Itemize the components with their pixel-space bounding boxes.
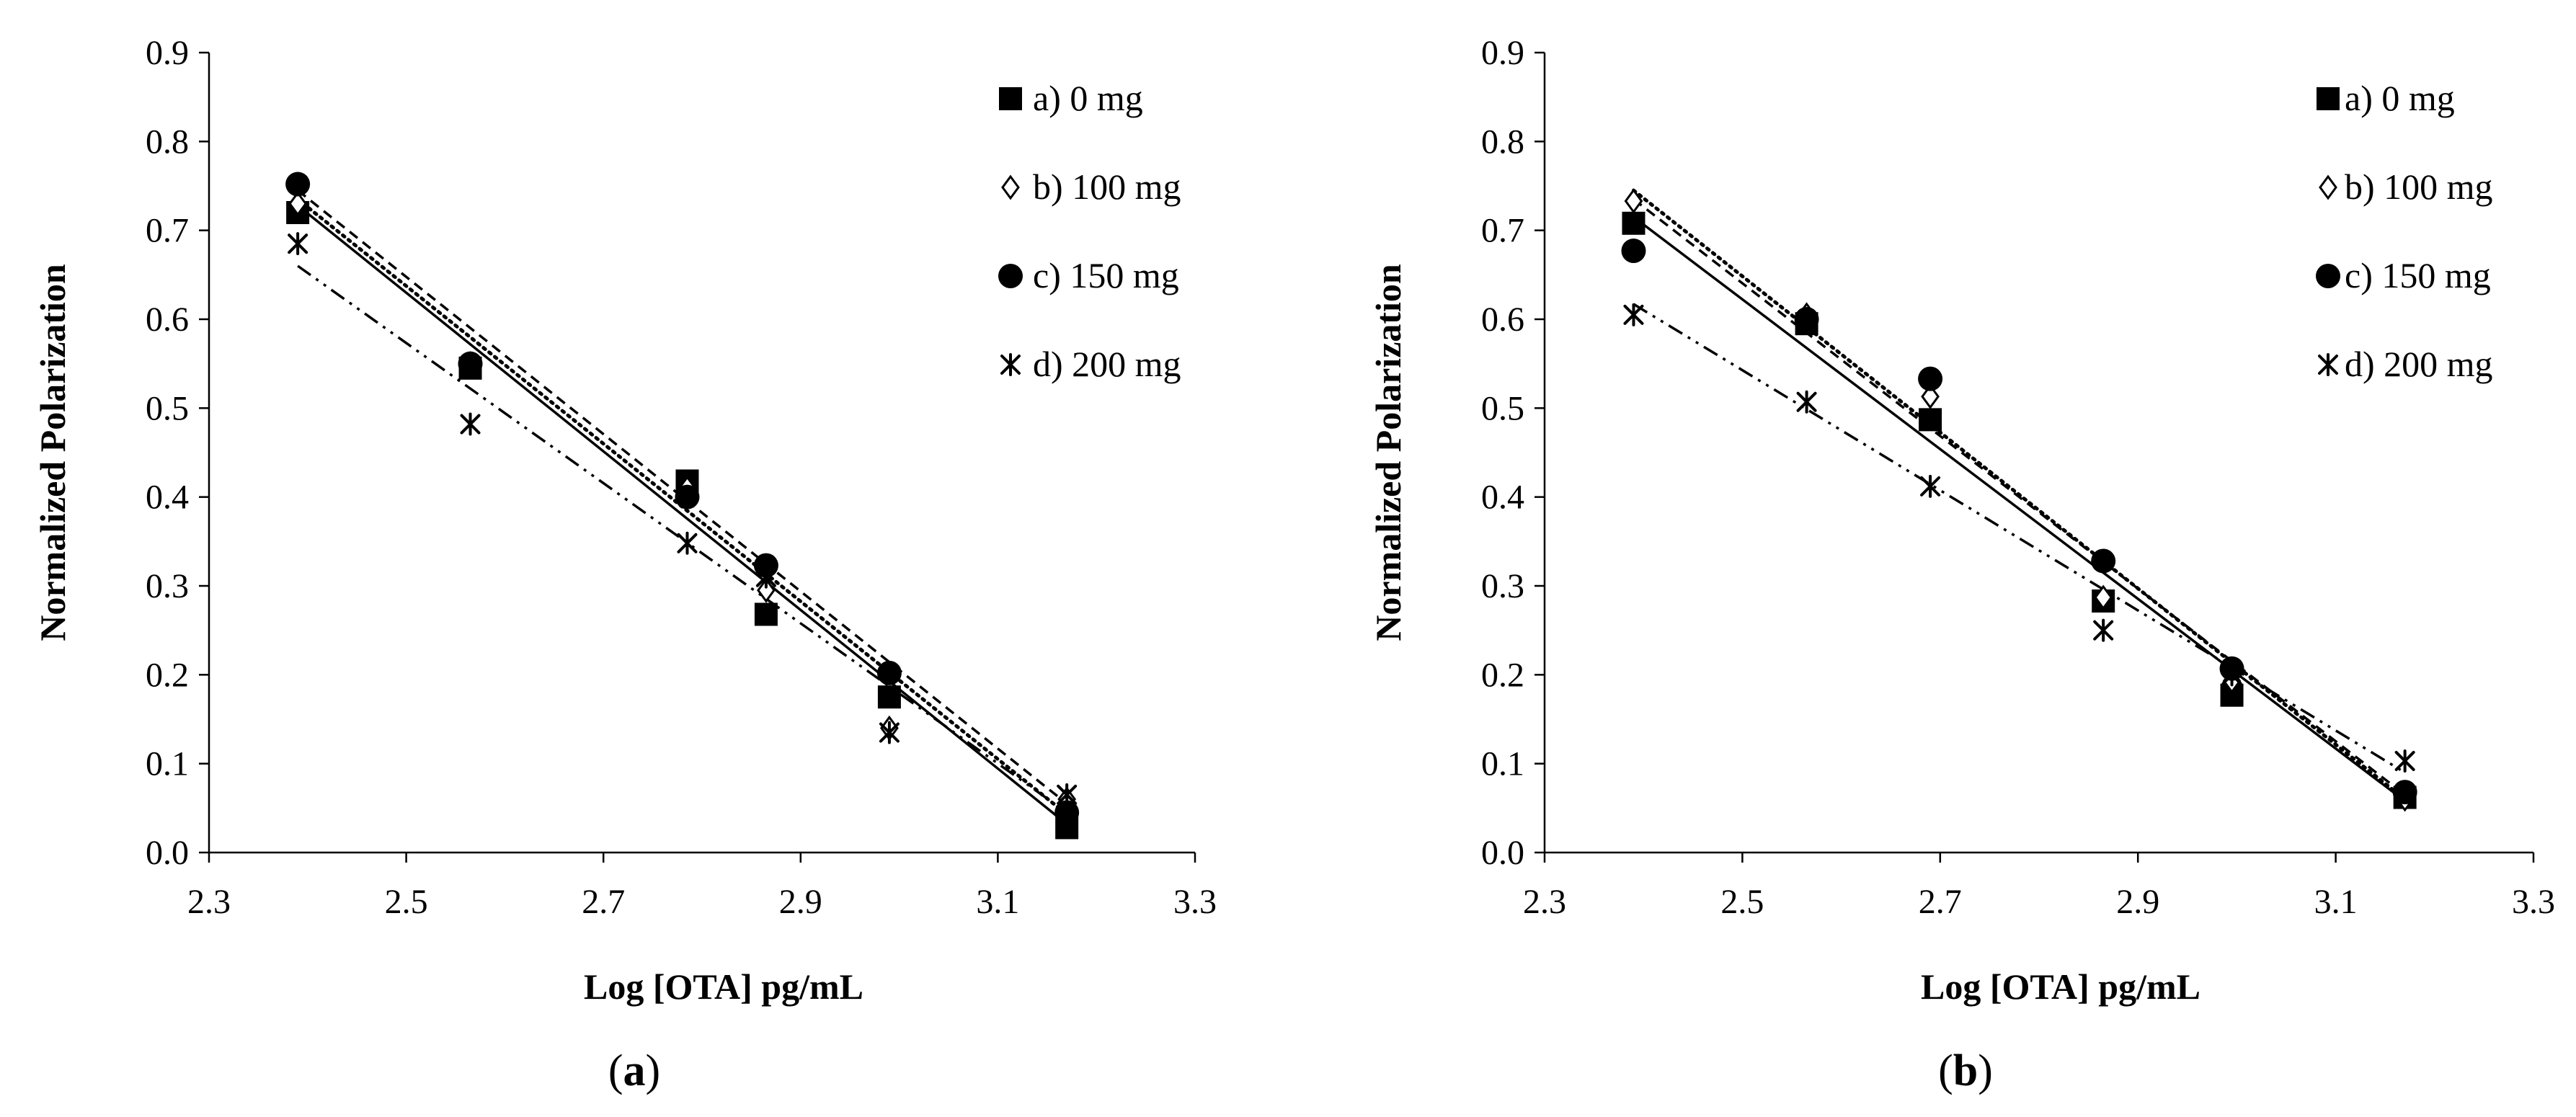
- legend-label: b) 100 mg: [2345, 166, 2493, 207]
- legend-label: d) 200 mg: [1033, 344, 1181, 384]
- data-point-star: [1920, 474, 1941, 498]
- trendline-circle: [1633, 198, 2406, 796]
- data-point-circle: [2392, 780, 2417, 805]
- data-point-diamond: [1921, 383, 1940, 409]
- y-tick-label: 0.2: [146, 656, 189, 694]
- y-tick-label: 0.3: [146, 567, 189, 605]
- x-tick-label: 3.1: [976, 883, 1019, 921]
- data-point-star: [288, 232, 308, 256]
- y-tick-label: 0.6: [1481, 301, 1524, 339]
- y-tick-label: 0.7: [1481, 212, 1524, 250]
- data-point-star: [1796, 390, 1817, 414]
- data-point-diamond: [288, 191, 307, 217]
- x-tick-label: 2.5: [385, 883, 428, 921]
- y-tick-label: 0.9: [146, 34, 189, 72]
- legend-label: a) 0 mg: [1033, 78, 1143, 118]
- data-point-star: [879, 721, 900, 744]
- trendline-square: [1633, 215, 2406, 802]
- data-point-diamond: [1624, 188, 1643, 214]
- legend-marker-square: [999, 87, 1022, 110]
- x-tick-label: 3.3: [2512, 883, 2555, 921]
- data-point-diamond: [2094, 584, 2113, 610]
- data-point-star: [1623, 303, 1644, 326]
- data-point-square: [1919, 408, 1942, 432]
- chart-panel-a: 0.0 0.1 0.2 0.3 0.4 0.5 0.6 0.7 0.8 0.9 2.3 2.5 2.7 2…: [32, 34, 1217, 1095]
- legend-label: d) 200 mg: [2345, 344, 2493, 384]
- panel-label: (b): [1938, 1046, 1993, 1095]
- x-tick-label: 2.7: [1919, 883, 1962, 921]
- legend-marker-diamond: [1001, 174, 1020, 200]
- y-tick-label: 0.5: [146, 389, 189, 427]
- legend-marker-circle: [998, 264, 1023, 288]
- x-tick-label: 2.9: [779, 883, 822, 921]
- x-tick-label: 2.3: [1523, 883, 1566, 921]
- data-point-star: [755, 565, 776, 589]
- y-tick-label: 0.1: [146, 745, 189, 783]
- y-tick-label: 0.6: [146, 301, 189, 339]
- y-tick-label: 0.7: [146, 212, 189, 250]
- data-point-circle: [285, 172, 311, 197]
- data-point-circle: [2091, 548, 2116, 574]
- legend-marker-square: [2317, 87, 2340, 110]
- x-tick-label: 2.7: [582, 883, 625, 921]
- y-tick-label: 0.4: [1481, 479, 1524, 517]
- data-point-star: [677, 531, 698, 555]
- panel-label: (a): [608, 1046, 660, 1095]
- data-point-star: [2221, 663, 2242, 687]
- x-axis-title: Log [OTA] pg/mL: [584, 966, 863, 1007]
- legend-marker-star: [2318, 353, 2338, 376]
- data-point-star: [460, 412, 481, 436]
- data-point-circle: [1054, 800, 1080, 825]
- y-tick-label: 0.0: [146, 834, 189, 872]
- x-tick-label: 2.3: [187, 883, 231, 921]
- trendline-circle: [297, 189, 1068, 805]
- data-point-circle: [1918, 366, 1943, 391]
- data-point-square: [877, 685, 901, 709]
- trendline-star: [297, 264, 1068, 814]
- y-tick-label: 0.1: [1481, 745, 1524, 783]
- legend-marker-circle: [2316, 264, 2340, 288]
- data-point-circle: [876, 660, 902, 685]
- trendline-diamond: [1631, 188, 2407, 801]
- data-point-diamond: [757, 577, 776, 603]
- data-point-star: [1057, 783, 1078, 806]
- legend-label: c) 150 mg: [2345, 255, 2491, 295]
- data-point-square: [754, 602, 778, 626]
- y-tick-label: 0.9: [1481, 34, 1524, 72]
- legend-marker-star: [1000, 353, 1021, 376]
- data-point-star: [2093, 618, 2114, 642]
- y-tick-label: 0.0: [1481, 834, 1524, 872]
- trendline-square: [297, 204, 1068, 825]
- x-tick-label: 2.5: [1720, 883, 1764, 921]
- legend-marker-diamond: [2319, 174, 2337, 200]
- legend-label: b) 100 mg: [1033, 166, 1181, 207]
- trendline-star: [1633, 303, 2406, 774]
- x-tick-label: 2.9: [2116, 883, 2159, 921]
- chart-panel-b: 0.0 0.1 0.2 0.3 0.4 0.5 0.6 0.7 0.8 0.9 2.3 2.5 2.7 2…: [1368, 34, 2555, 1095]
- legend-label: a) 0 mg: [2345, 78, 2455, 118]
- y-tick-label: 0.8: [146, 123, 189, 161]
- y-axis-title: Normalized Polarization: [32, 264, 73, 641]
- x-axis-title: Log [OTA] pg/mL: [1921, 966, 2200, 1007]
- y-tick-label: 0.8: [1481, 123, 1524, 161]
- data-point-circle: [1794, 307, 1819, 331]
- y-tick-label: 0.2: [1481, 656, 1524, 694]
- data-point-circle: [1621, 239, 1646, 264]
- data-point-star: [2394, 749, 2415, 773]
- y-tick-label: 0.5: [1481, 389, 1524, 427]
- y-axis-title: Normalized Polarization: [1368, 264, 1408, 641]
- data-point-circle: [675, 484, 700, 509]
- legend-label: c) 150 mg: [1033, 255, 1179, 295]
- data-point-square: [1622, 211, 1645, 235]
- x-tick-label: 3.3: [1173, 883, 1217, 921]
- y-tick-label: 0.4: [146, 479, 189, 517]
- y-tick-label: 0.3: [1481, 567, 1524, 605]
- data-point-circle: [458, 351, 483, 376]
- x-tick-label: 3.1: [2314, 883, 2358, 921]
